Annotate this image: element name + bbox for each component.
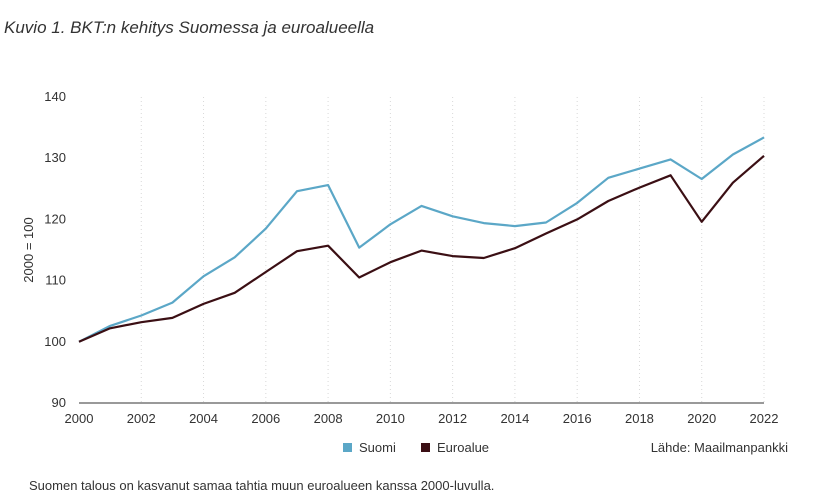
x-tick-label: 2012 [438, 411, 467, 426]
series-lines [78, 136, 765, 343]
grid-lines [140, 97, 765, 403]
y-tick-label: 140 [44, 89, 66, 104]
x-tick-label: 2022 [750, 411, 779, 426]
x-axis-tick-labels: 2000 2002 2004 2006 2008 2010 2012 2014 2016 2018… [65, 411, 779, 426]
x-tick-label: 2020 [687, 411, 716, 426]
series-line-suomi [78, 136, 765, 343]
legend-swatch-suomi [343, 443, 352, 452]
figure-caption: Suomen talous on kasvanut samaa tahtia m… [29, 478, 495, 493]
series-line-euroalue [78, 154, 765, 343]
y-tick-label: 110 [45, 273, 66, 288]
legend-label-euroalue: Euroalue [437, 440, 489, 455]
x-tick-label: 2006 [251, 411, 280, 426]
source-note: Lähde: Maailmanpankki [651, 440, 788, 455]
x-tick-label: 2004 [189, 411, 218, 426]
y-tick-label: 100 [44, 334, 66, 349]
x-tick-label: 2014 [500, 411, 529, 426]
legend-label-suomi: Suomi [359, 440, 396, 455]
x-tick-label: 2000 [65, 411, 94, 426]
x-tick-label: 2010 [376, 411, 405, 426]
y-axis-label: 2000 = 100 [21, 217, 36, 282]
y-tick-label: 120 [44, 211, 66, 226]
y-axis-tick-labels: 90 100 110 120 130 140 [44, 89, 66, 410]
x-tick-label: 2008 [314, 411, 343, 426]
x-tick-label: 2016 [563, 411, 592, 426]
legend-swatch-euroalue [421, 443, 430, 452]
x-tick-label: 2018 [625, 411, 654, 426]
legend: Suomi Euroalue [343, 440, 489, 455]
y-tick-label: 90 [52, 395, 66, 410]
y-tick-label: 130 [44, 150, 66, 165]
x-tick-label: 2002 [127, 411, 156, 426]
figure-title: Kuvio 1. BKT:n kehitys Suomessa ja euroa… [4, 18, 375, 37]
